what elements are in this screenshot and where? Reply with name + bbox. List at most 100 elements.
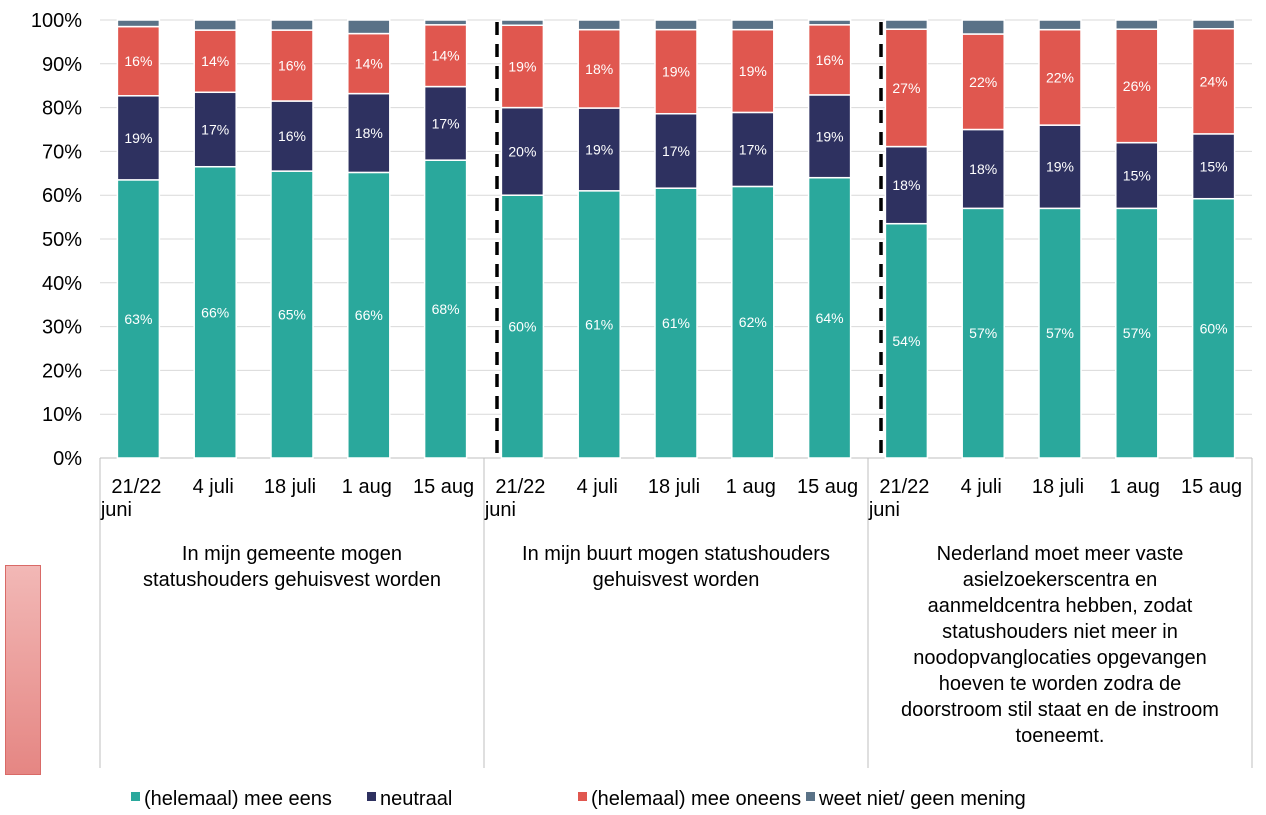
- legend-label-oneens: (helemaal) mee oneens: [591, 788, 801, 810]
- bar-segment-neutraal: [500, 106, 545, 196]
- group-label-line: doorstroom stil staat en de instroom: [901, 699, 1219, 721]
- bar-segment-neutraal: [654, 112, 698, 189]
- legend-label-eens: (helemaal) mee eens: [144, 788, 332, 810]
- legend-swatch-neutraal: [367, 792, 376, 801]
- legend-swatch-weet_niet: [806, 792, 815, 801]
- data-label-eens: 60%: [1200, 320, 1228, 336]
- group-label: In mijn buurt mogen statushouders gehuisv…: [522, 543, 830, 591]
- group-label-line: aanmeldcentra hebben, zodat: [928, 595, 1193, 617]
- data-label-eens: 63%: [124, 311, 152, 327]
- bar-segment-neutraal: [731, 111, 775, 188]
- data-label-eens: 65%: [278, 307, 306, 323]
- bar-segment-oneens: [731, 28, 775, 114]
- bar-segment-eens: [1191, 197, 1236, 459]
- x-tick-label: 1 aug: [1110, 476, 1160, 498]
- y-tick-label: 40%: [42, 273, 82, 295]
- x-tick-label: 21/22 juni: [868, 476, 930, 521]
- bar-segment-neutraal: [1115, 141, 1159, 210]
- x-tick-label-line: 21/22: [495, 476, 545, 498]
- x-tick-label-line: 1 aug: [726, 476, 776, 498]
- group-label-line: asielzoekerscentra en: [963, 569, 1158, 591]
- x-tick-label: 1 aug: [726, 476, 776, 498]
- bar-segment-neutraal: [961, 128, 1005, 210]
- bar-segment-weet_niet: [270, 19, 314, 31]
- data-label-neutraal: 15%: [1123, 167, 1151, 183]
- x-tick-label: 21/22 juni: [484, 476, 546, 521]
- bar-segment-weet_niet: [193, 19, 237, 31]
- y-tick-label: 60%: [42, 185, 82, 207]
- bar-segment-neutraal: [1038, 124, 1082, 210]
- legend-swatch-eens: [131, 792, 140, 801]
- group-label-line: hoeven te worden zodra de: [939, 673, 1181, 695]
- x-tick-label: 18 juli: [264, 476, 316, 498]
- bar-segment-oneens: [807, 24, 852, 96]
- y-tick-label: 10%: [42, 404, 82, 426]
- data-label-eens: 64%: [816, 310, 844, 326]
- bar-segment-eens: [731, 185, 775, 459]
- x-tick-label-line: 18 juli: [648, 476, 700, 498]
- bar-segment-oneens: [500, 24, 545, 109]
- bar-segment-weet_niet: [423, 19, 468, 26]
- bar-segment-oneens: [193, 29, 237, 94]
- x-tick-label-line: 18 juli: [264, 476, 316, 498]
- data-label-eens: 62%: [739, 314, 767, 330]
- x-tick-label-line: 1 aug: [1110, 476, 1160, 498]
- data-label-neutraal: 17%: [739, 141, 767, 157]
- bar-segment-weet_niet: [347, 19, 391, 35]
- data-label-oneens: 24%: [1200, 73, 1228, 89]
- bar-segment-weet_niet: [884, 19, 929, 30]
- bar-segment-eens: [807, 176, 852, 459]
- bar-segment-oneens: [961, 33, 1005, 131]
- bar-segment-weet_niet: [654, 19, 698, 31]
- data-label-oneens: 22%: [969, 74, 997, 90]
- data-label-oneens: 14%: [201, 53, 229, 69]
- data-label-neutraal: 17%: [662, 143, 690, 159]
- data-label-eens: 61%: [662, 315, 690, 331]
- group-label-line: noodopvanglocaties opgevangen: [913, 647, 1207, 669]
- side-decoration-box: [5, 565, 41, 775]
- bar-segment-weet_niet: [1191, 19, 1236, 30]
- group-label-line: statushouders gehuisvest worden: [143, 569, 441, 591]
- data-label-neutraal: 18%: [892, 177, 920, 193]
- group-label: In mijn gemeente mogen statushouders gehu…: [143, 543, 441, 591]
- bar-segment-weet_niet: [116, 19, 161, 28]
- x-tick-label-line: 4 juli: [193, 476, 234, 498]
- data-label-neutraal: 15%: [1200, 158, 1228, 174]
- bar-segment-oneens: [347, 32, 391, 95]
- bar-segment-weet_niet: [731, 19, 775, 31]
- data-label-neutraal: 17%: [201, 122, 229, 138]
- data-label-neutraal: 17%: [432, 115, 460, 131]
- x-tick-label: 18 juli: [1032, 476, 1084, 498]
- bar-segment-neutraal: [347, 92, 391, 174]
- data-label-oneens: 26%: [1123, 78, 1151, 94]
- y-tick-label: 0%: [53, 448, 82, 470]
- bar-segment-oneens: [577, 28, 621, 109]
- bar-segment-neutraal: [193, 91, 237, 168]
- bar-segment-weet_niet: [807, 19, 852, 26]
- data-label-neutraal: 18%: [355, 125, 383, 141]
- data-label-oneens: 18%: [585, 61, 613, 77]
- group-label-line: gehuisvest worden: [593, 569, 760, 591]
- data-label-oneens: 14%: [432, 48, 460, 64]
- y-tick-label: 50%: [42, 229, 82, 251]
- x-tick-label: 21/22 juni: [100, 476, 162, 521]
- bar-segment-eens: [884, 222, 929, 459]
- y-tick-label: 30%: [42, 317, 82, 339]
- data-label-eens: 60%: [508, 319, 536, 335]
- data-label-neutraal: 19%: [816, 128, 844, 144]
- data-label-eens: 57%: [969, 325, 997, 341]
- group-label-line: In mijn gemeente mogen: [182, 543, 402, 565]
- data-label-neutraal: 19%: [1046, 159, 1074, 175]
- x-tick-label-line: 15 aug: [797, 476, 858, 498]
- bar-segment-neutraal: [807, 94, 852, 179]
- x-tick-label-line: 15 aug: [413, 476, 474, 498]
- group-label-line: Nederland moet meer vaste: [937, 543, 1184, 565]
- data-label-oneens: 16%: [278, 58, 306, 74]
- x-tick-label: 18 juli: [648, 476, 700, 498]
- x-tick-label: 15 aug: [1181, 476, 1242, 498]
- legend-label-weet_niet: weet niet/ geen mening: [818, 788, 1026, 810]
- bar-segment-eens: [270, 170, 314, 459]
- data-label-neutraal: 18%: [969, 161, 997, 177]
- x-tick-label: 4 juli: [577, 476, 618, 498]
